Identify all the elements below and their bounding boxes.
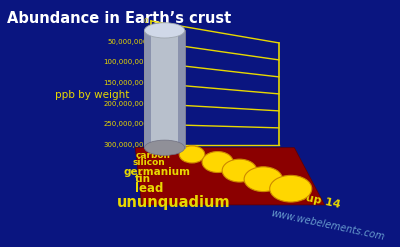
Text: 250,000,000: 250,000,000 [103,121,148,127]
Ellipse shape [202,152,233,172]
Bar [144,30,185,148]
Ellipse shape [244,167,282,192]
Text: 150,000,000: 150,000,000 [103,80,148,86]
Polygon shape [135,148,324,205]
Ellipse shape [222,159,257,182]
Text: 50,000,000: 50,000,000 [108,39,148,45]
Text: ununquadium: ununquadium [117,195,231,210]
Text: 300,000,000: 300,000,000 [103,142,148,148]
Bar [144,30,185,148]
Text: 0: 0 [144,18,148,24]
Text: Group 14: Group 14 [284,188,342,209]
Text: 200,000,000: 200,000,000 [103,101,148,106]
Text: Abundance in Earth’s crust: Abundance in Earth’s crust [7,11,232,26]
Text: silicon: silicon [132,158,165,167]
Text: tin: tin [135,174,151,185]
Ellipse shape [270,175,312,202]
Text: 100,000,000: 100,000,000 [103,59,148,65]
Ellipse shape [179,146,205,163]
Text: lead: lead [135,182,164,195]
Text: germanium: germanium [124,167,190,177]
Bar [144,30,151,148]
Text: www.webelements.com: www.webelements.com [270,208,385,242]
Text: carbon: carbon [135,151,170,160]
Text: ppb by weight: ppb by weight [55,90,129,100]
Ellipse shape [144,23,185,38]
Ellipse shape [144,140,185,155]
Bar [178,30,185,148]
